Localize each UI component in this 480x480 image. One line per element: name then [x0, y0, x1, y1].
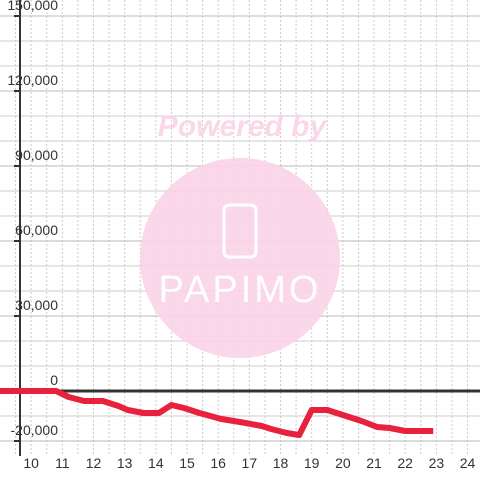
x-tick-label: 15	[179, 455, 195, 471]
watermark: Powered by PAPIMO	[140, 110, 340, 358]
y-tick-label: 60,000	[15, 222, 58, 238]
x-tick-label: 11	[55, 455, 70, 471]
y-tick-label: 30,000	[15, 297, 58, 313]
x-tick-label: 20	[335, 455, 351, 471]
x-tick-label: 24	[460, 455, 476, 471]
watermark-text: Powered by	[158, 110, 328, 143]
y-tick-label: 150,000	[7, 0, 58, 13]
x-tick-label: 14	[148, 455, 164, 471]
y-tick-label: -20,000	[11, 422, 59, 438]
x-tick-label: 16	[210, 455, 226, 471]
watermark-phone	[222, 203, 258, 259]
x-tick-label: 17	[242, 455, 258, 471]
x-tick-label: 22	[397, 455, 413, 471]
x-tick-label: 12	[86, 455, 102, 471]
line-series	[0, 388, 434, 438]
grid	[0, 0, 480, 456]
watermark-logo: PAPIMO	[159, 269, 322, 311]
y-tick-label: 90,000	[15, 147, 58, 163]
x-tick-label: 19	[304, 455, 320, 471]
x-tick-label: 23	[429, 455, 445, 471]
x-tick-label: 13	[117, 455, 133, 471]
x-tick-label: 10	[23, 455, 39, 471]
x-tick-label: 18	[273, 455, 289, 471]
x-tick-label: 21	[366, 455, 382, 471]
y-tick-label: 120,000	[7, 72, 58, 88]
y-tick-label: 0	[50, 372, 58, 388]
